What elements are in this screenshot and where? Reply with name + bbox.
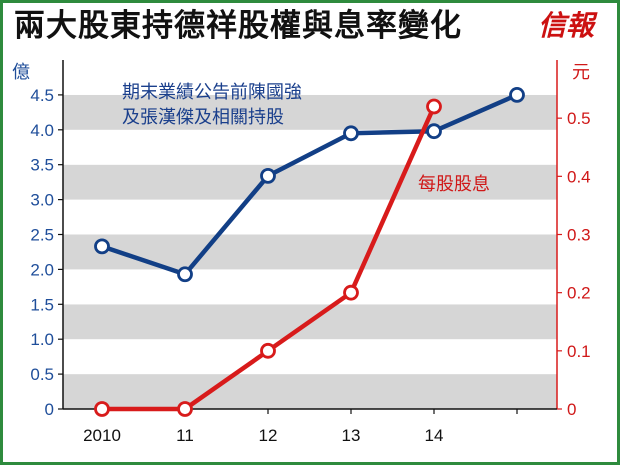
left-tick-label: 1.0 [30, 330, 54, 349]
left-tick-label: 4.0 [30, 121, 54, 140]
left-tick-label: 2.0 [30, 260, 54, 279]
right-axis-unit: 元 [572, 62, 590, 83]
dividend-point [426, 98, 442, 115]
x-tick-label: 14 [425, 426, 444, 445]
background-band [63, 339, 557, 375]
x-tick-label: 2010 [83, 426, 121, 445]
x-tick-label: 13 [342, 426, 361, 445]
tick-labels: 0 0.5 1.0 1.5 2.0 2.5 3.0 3.5 4.0 4.5 0 0.1 0.2 0.3 0.… [30, 86, 590, 445]
background-band [63, 60, 557, 95]
dividend-legend-label: 每股股息 [418, 174, 490, 195]
left-tick-label: 2.5 [30, 226, 54, 245]
right-tick-label: 0.3 [567, 226, 591, 245]
left-tick-label: 3.5 [30, 156, 54, 175]
chart-title: 兩大股東持德祥股權與息率變化 [14, 8, 462, 44]
series-lines [94, 87, 525, 417]
publisher-logo: 信報 [538, 9, 595, 42]
shareholding-legend-line-1: 期末業績公告前陳國強 [122, 82, 302, 103]
left-tick-label: 3.0 [30, 191, 54, 210]
shareholding-point [94, 238, 110, 255]
shareholding-legend-line-2: 及張漢傑及相關持股 [122, 107, 284, 128]
background-band [63, 234, 557, 270]
dividend-point [343, 284, 359, 301]
shareholding-point [509, 87, 525, 103]
background-band [63, 199, 557, 235]
left-tick-label: 0.5 [30, 365, 54, 384]
background-bands [63, 60, 557, 409]
shareholding-line [99, 92, 520, 277]
right-tick-label: 0 [567, 400, 576, 419]
left-axis-unit: 億 [12, 62, 30, 83]
background-band [63, 164, 557, 200]
dividend-point [260, 342, 276, 359]
right-tick-label: 0.2 [567, 284, 591, 303]
left-tick-label: 0 [45, 400, 54, 419]
x-tick-label: 11 [176, 426, 194, 445]
right-tick-label: 0.5 [567, 109, 591, 128]
dividend-point [177, 401, 193, 417]
background-band [63, 129, 557, 165]
right-tick-label: 0.4 [567, 167, 591, 186]
dividend-point [94, 401, 110, 417]
left-tick-label: 1.5 [30, 295, 54, 314]
x-tick-label: 12 [259, 426, 278, 445]
shareholding-point [343, 125, 359, 142]
right-tick-label: 0.1 [567, 342, 591, 361]
shareholding-point [177, 266, 193, 283]
shareholding-point [260, 167, 276, 184]
shareholding-point [426, 123, 442, 140]
background-band [63, 374, 557, 409]
left-tick-label: 4.5 [30, 86, 54, 105]
background-band [63, 269, 557, 305]
